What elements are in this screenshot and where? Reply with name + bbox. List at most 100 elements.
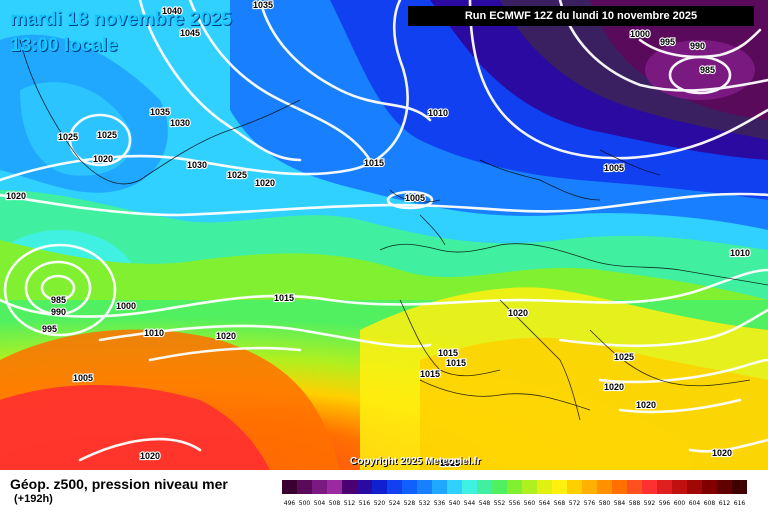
- pressure-label: 1015: [274, 293, 294, 303]
- legend-swatch: [717, 480, 732, 494]
- legend-label: 580: [598, 500, 611, 507]
- color-legend: [282, 480, 747, 494]
- legend-label: 560: [523, 500, 536, 507]
- legend-label: 516: [358, 500, 371, 507]
- legend-label: 524: [388, 500, 401, 507]
- legend-swatch: [507, 480, 522, 494]
- pressure-label: 1020: [712, 448, 732, 458]
- legend-label: 576: [583, 500, 596, 507]
- legend-label: 544: [463, 500, 476, 507]
- pressure-label: 1005: [73, 373, 93, 383]
- legend-swatch: [567, 480, 582, 494]
- legend-swatch: [417, 480, 432, 494]
- legend-swatch: [342, 480, 357, 494]
- legend-swatch: [477, 480, 492, 494]
- legend-label: 548: [478, 500, 491, 507]
- pressure-label: 1020: [6, 191, 26, 201]
- color-legend-labels: 496 500 504 508 512 516 520 524 528 532 536 540 544 5…: [282, 500, 747, 507]
- legend-swatch: [612, 480, 627, 494]
- legend-swatch: [387, 480, 402, 494]
- legend-label: 612: [718, 500, 731, 507]
- legend-label: 556: [508, 500, 521, 507]
- pressure-label: 1025: [227, 170, 247, 180]
- legend-label: 588: [628, 500, 641, 507]
- map-variable-title: Géop. z500, pression niveau mer: [10, 476, 228, 492]
- run-info: Run ECMWF 12Z du lundi 10 novembre 2025: [408, 6, 754, 26]
- legend-swatch: [312, 480, 327, 494]
- pressure-label: 1015: [364, 158, 384, 168]
- legend-swatch: [492, 480, 507, 494]
- pressure-label: 995: [42, 324, 57, 334]
- pressure-label: 995: [660, 37, 675, 47]
- legend-label: 596: [658, 500, 671, 507]
- legend-swatch: [462, 480, 477, 494]
- legend-swatch: [552, 480, 567, 494]
- legend-swatch: [687, 480, 702, 494]
- weather-map: 1040 1035 1045 1035 1030 1025 1025 1020 …: [0, 0, 768, 470]
- pressure-label: 1025: [614, 352, 634, 362]
- legend-label: 592: [643, 500, 656, 507]
- legend-label: 552: [493, 500, 506, 507]
- legend-label: 572: [568, 500, 581, 507]
- copyright: Copyright 2025 Meteociel.fr: [350, 456, 481, 467]
- pressure-label: 990: [51, 307, 66, 317]
- pressure-label: 1015: [446, 358, 466, 368]
- pressure-label: 1010: [730, 248, 750, 258]
- pressure-label: 1020: [216, 331, 236, 341]
- legend-label: 616: [733, 500, 746, 507]
- pressure-label: 1030: [187, 160, 207, 170]
- forecast-step: (+192h): [14, 493, 53, 505]
- pressure-label: 1015: [440, 458, 460, 468]
- legend-label: 604: [688, 500, 701, 507]
- legend-swatch: [627, 480, 642, 494]
- pressure-label: 1025: [58, 132, 78, 142]
- pressure-label: 1035: [150, 107, 170, 117]
- forecast-date: mardi 18 novembre 2025: [10, 9, 232, 30]
- legend-swatch: [432, 480, 447, 494]
- legend-swatch: [672, 480, 687, 494]
- pressure-label: 1005: [405, 193, 425, 203]
- pressure-label: 1000: [116, 301, 136, 311]
- legend-swatch: [522, 480, 537, 494]
- legend-swatch: [642, 480, 657, 494]
- legend-swatch: [657, 480, 672, 494]
- legend-label: 528: [403, 500, 416, 507]
- legend-label: 564: [538, 500, 551, 507]
- legend-label: 600: [673, 500, 686, 507]
- legend-label: 532: [418, 500, 431, 507]
- legend-swatch: [372, 480, 387, 494]
- pressure-label: 985: [51, 295, 66, 305]
- legend-label: 500: [298, 500, 311, 507]
- pressure-label: 1015: [438, 348, 458, 358]
- legend-swatch: [297, 480, 312, 494]
- legend-label: 540: [448, 500, 461, 507]
- legend-swatch: [732, 480, 747, 494]
- legend-swatch: [537, 480, 552, 494]
- legend-label: 504: [313, 500, 326, 507]
- pressure-label: 1040: [162, 6, 182, 16]
- legend-label: 584: [613, 500, 626, 507]
- pressure-label: 990: [690, 41, 705, 51]
- legend-label: 512: [343, 500, 356, 507]
- pressure-label: 1020: [604, 382, 624, 392]
- pressure-label: 1020: [140, 451, 160, 461]
- pressure-label: 1015: [420, 369, 440, 379]
- forecast-time: 13:00 locale: [10, 35, 118, 56]
- pressure-label: 1020: [255, 178, 275, 188]
- pressure-label: 1035: [253, 0, 273, 10]
- legend-label: 568: [553, 500, 566, 507]
- legend-swatch: [597, 480, 612, 494]
- legend-swatch: [582, 480, 597, 494]
- pressure-label: 985: [700, 65, 715, 75]
- legend-swatch: [702, 480, 717, 494]
- legend-label: 536: [433, 500, 446, 507]
- pressure-label: 1010: [144, 328, 164, 338]
- pressure-label: 1010: [428, 108, 448, 118]
- legend-swatch: [357, 480, 372, 494]
- pressure-label: 1020: [636, 400, 656, 410]
- pressure-label: 1045: [180, 28, 200, 38]
- legend-swatch: [282, 480, 297, 494]
- legend-swatch: [447, 480, 462, 494]
- pressure-label: 1025: [97, 130, 117, 140]
- legend-label: 496: [283, 500, 296, 507]
